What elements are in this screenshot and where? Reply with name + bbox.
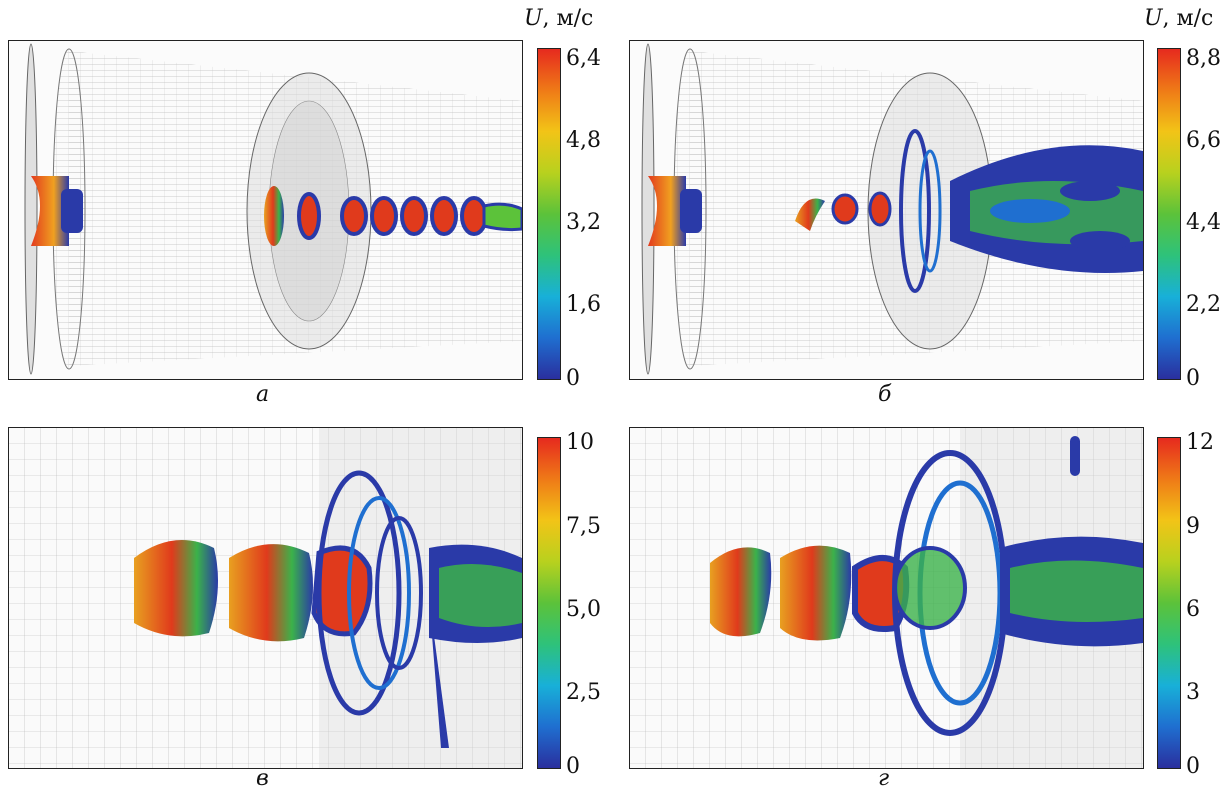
colorbar-v xyxy=(537,437,561,769)
colorbar-tick: 9 xyxy=(1186,514,1200,539)
colorbar-a xyxy=(537,48,561,380)
colorbar-tick: 0 xyxy=(1186,366,1200,391)
colorbar-tick: 10 xyxy=(566,430,594,455)
vortex-structures-b xyxy=(795,129,1143,293)
colorbar-tick: 8,8 xyxy=(1186,46,1221,71)
colorbar-tick: 2,2 xyxy=(1186,292,1221,317)
simulation-view-b xyxy=(629,40,1144,380)
colorbar-tick: 0 xyxy=(566,754,580,779)
colorbar-tick: 3,2 xyxy=(566,210,601,235)
panel-caption-v: в xyxy=(256,766,269,791)
colorbar-tick: 0 xyxy=(566,366,580,391)
colorbar-tick: 12 xyxy=(1186,430,1214,455)
simulation-view-g xyxy=(629,427,1144,769)
simulation-view-a xyxy=(8,40,523,380)
colorbar-tick: 1,6 xyxy=(566,292,601,317)
colorbar-tick: 6,4 xyxy=(566,46,601,71)
colorbar-tick: 3 xyxy=(1186,680,1200,705)
colorbar-tick: 6 xyxy=(1186,597,1200,622)
vortex-structures-g xyxy=(710,436,1143,736)
panel-caption-b: б xyxy=(878,382,892,407)
simulation-view-v xyxy=(8,427,523,769)
colorbar-g xyxy=(1157,437,1181,769)
panel-caption-a: а xyxy=(256,382,270,407)
vortex-rings-a xyxy=(264,186,522,246)
vortex-structures-v xyxy=(134,470,522,748)
colorbar-tick: 6,6 xyxy=(1186,128,1221,153)
colorbar-tick: 5,0 xyxy=(566,597,601,622)
colorbar-b xyxy=(1157,48,1181,380)
colorbar-tick: 4,8 xyxy=(566,128,601,153)
colorbar-tick: 0 xyxy=(1186,754,1200,779)
colorbar-unit-b: U, м/с xyxy=(1144,6,1214,31)
colorbar-tick: 2,5 xyxy=(566,680,601,705)
colorbar-tick: 4,4 xyxy=(1186,210,1221,235)
colorbar-unit-a: U, м/с xyxy=(524,6,594,31)
panel-caption-g: г xyxy=(878,766,890,791)
colorbar-tick: 7,5 xyxy=(566,514,601,539)
